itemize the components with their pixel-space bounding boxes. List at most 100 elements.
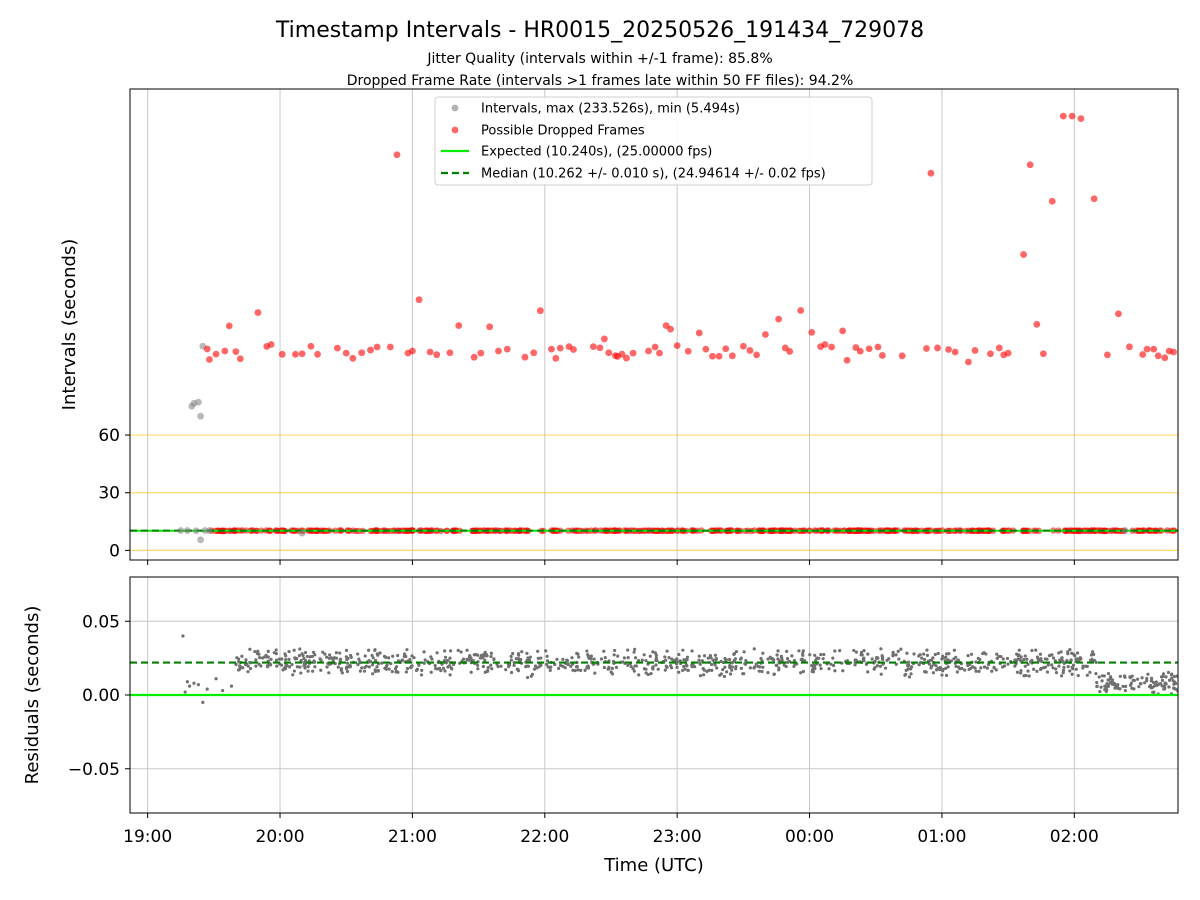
residual-point: [422, 650, 426, 654]
residual-point: [181, 634, 185, 638]
residual-point: [721, 667, 725, 672]
residual-point: [300, 652, 304, 656]
residual-point: [790, 654, 794, 658]
residual-point: [321, 650, 325, 654]
legend-label: Possible Dropped Frames: [481, 124, 645, 139]
dropped-frame-point: [495, 347, 502, 355]
residual-point: [325, 665, 329, 669]
dropped-frame-point: [292, 350, 299, 358]
interval-point: [177, 527, 185, 534]
residual-point: [979, 666, 983, 670]
residual-point: [603, 656, 607, 660]
residual-point: [690, 649, 694, 653]
residual-point: [588, 655, 592, 659]
x-tick-label: 22:00: [520, 827, 569, 847]
residual-point: [360, 666, 364, 670]
intervals-y-tick-label: 60: [98, 426, 120, 446]
residual-point: [978, 657, 982, 662]
residual-point: [423, 658, 427, 662]
residual-point: [373, 648, 377, 652]
residual-point: [730, 668, 734, 672]
residual-point: [489, 651, 493, 655]
residual-point: [669, 666, 674, 670]
residual-point: [923, 657, 927, 662]
interval-point: [192, 527, 200, 535]
residual-point: [677, 670, 681, 674]
residual-point: [236, 668, 241, 672]
residual-point: [1084, 664, 1088, 668]
residual-point: [1026, 669, 1030, 673]
residual-point: [325, 655, 329, 659]
intervals-y-axis-label: Intervals (seconds): [59, 239, 80, 411]
residual-point: [404, 670, 409, 674]
dropped-frame-point: [702, 345, 710, 353]
residual-point: [880, 654, 884, 658]
dropped-frame-point: [530, 349, 538, 357]
residual-point: [1164, 682, 1168, 686]
residual-point: [1090, 650, 1095, 654]
residual-point: [1146, 672, 1150, 676]
dropped-frame-point: [232, 348, 240, 356]
residual-point: [514, 657, 518, 661]
residual-point: [448, 664, 452, 668]
dropped-frame-point: [1048, 197, 1056, 205]
residual-point: [390, 670, 394, 674]
residual-point: [682, 658, 686, 662]
residual-point: [356, 662, 360, 667]
residual-point: [903, 673, 907, 677]
interval-point: [1121, 527, 1129, 534]
residual-point: [770, 657, 775, 661]
residual-point: [621, 660, 625, 664]
residual-point: [776, 649, 780, 653]
dropped-frame-point: [446, 349, 454, 357]
residual-point: [734, 664, 738, 669]
residual-point: [553, 662, 557, 667]
dropped-frame-point: [746, 347, 754, 354]
residual-point: [465, 648, 469, 652]
residual-point: [240, 654, 244, 658]
residual-point: [448, 649, 453, 653]
dropped-frame-point: [386, 343, 394, 351]
residual-point: [967, 667, 971, 672]
dropped-frame-point: [236, 355, 244, 363]
dropped-frame-point: [898, 352, 906, 360]
residual-point: [287, 650, 291, 654]
dropped-frame-point: [298, 350, 306, 358]
residual-point: [665, 665, 669, 669]
residual-point: [257, 662, 261, 666]
residual-point: [732, 652, 736, 656]
dropped-frame-point: [548, 345, 555, 353]
residual-point: [785, 656, 790, 661]
residual-point: [697, 658, 701, 662]
residual-point: [478, 656, 482, 660]
residual-point: [813, 653, 817, 657]
residual-point: [1061, 671, 1065, 675]
residual-point: [1149, 678, 1154, 682]
residual-point: [629, 664, 633, 669]
residual-point: [292, 648, 296, 652]
residual-point: [883, 666, 888, 670]
residual-point: [723, 656, 727, 661]
residual-point: [722, 674, 727, 679]
dropped-frame-point: [934, 344, 941, 352]
residual-point: [435, 651, 439, 655]
residual-point: [284, 658, 288, 662]
dropped-frame-point: [1090, 195, 1098, 203]
residual-point: [253, 649, 257, 654]
dropped-frame-point: [629, 349, 637, 357]
residual-point: [933, 652, 937, 657]
residual-point: [1051, 656, 1056, 660]
residual-point: [960, 666, 964, 671]
residual-point: [854, 650, 859, 654]
residual-point: [744, 659, 748, 663]
dropped-frame-point: [623, 354, 630, 362]
residual-point: [1060, 660, 1064, 664]
residual-point: [925, 648, 929, 652]
residual-point: [485, 669, 489, 674]
residual-point: [402, 652, 407, 656]
intervals-y-tick-label: 30: [98, 484, 120, 504]
residual-point: [741, 672, 745, 676]
residual-point: [870, 657, 874, 661]
residual-point: [1100, 674, 1104, 678]
dropped-frame-point: [762, 331, 769, 338]
